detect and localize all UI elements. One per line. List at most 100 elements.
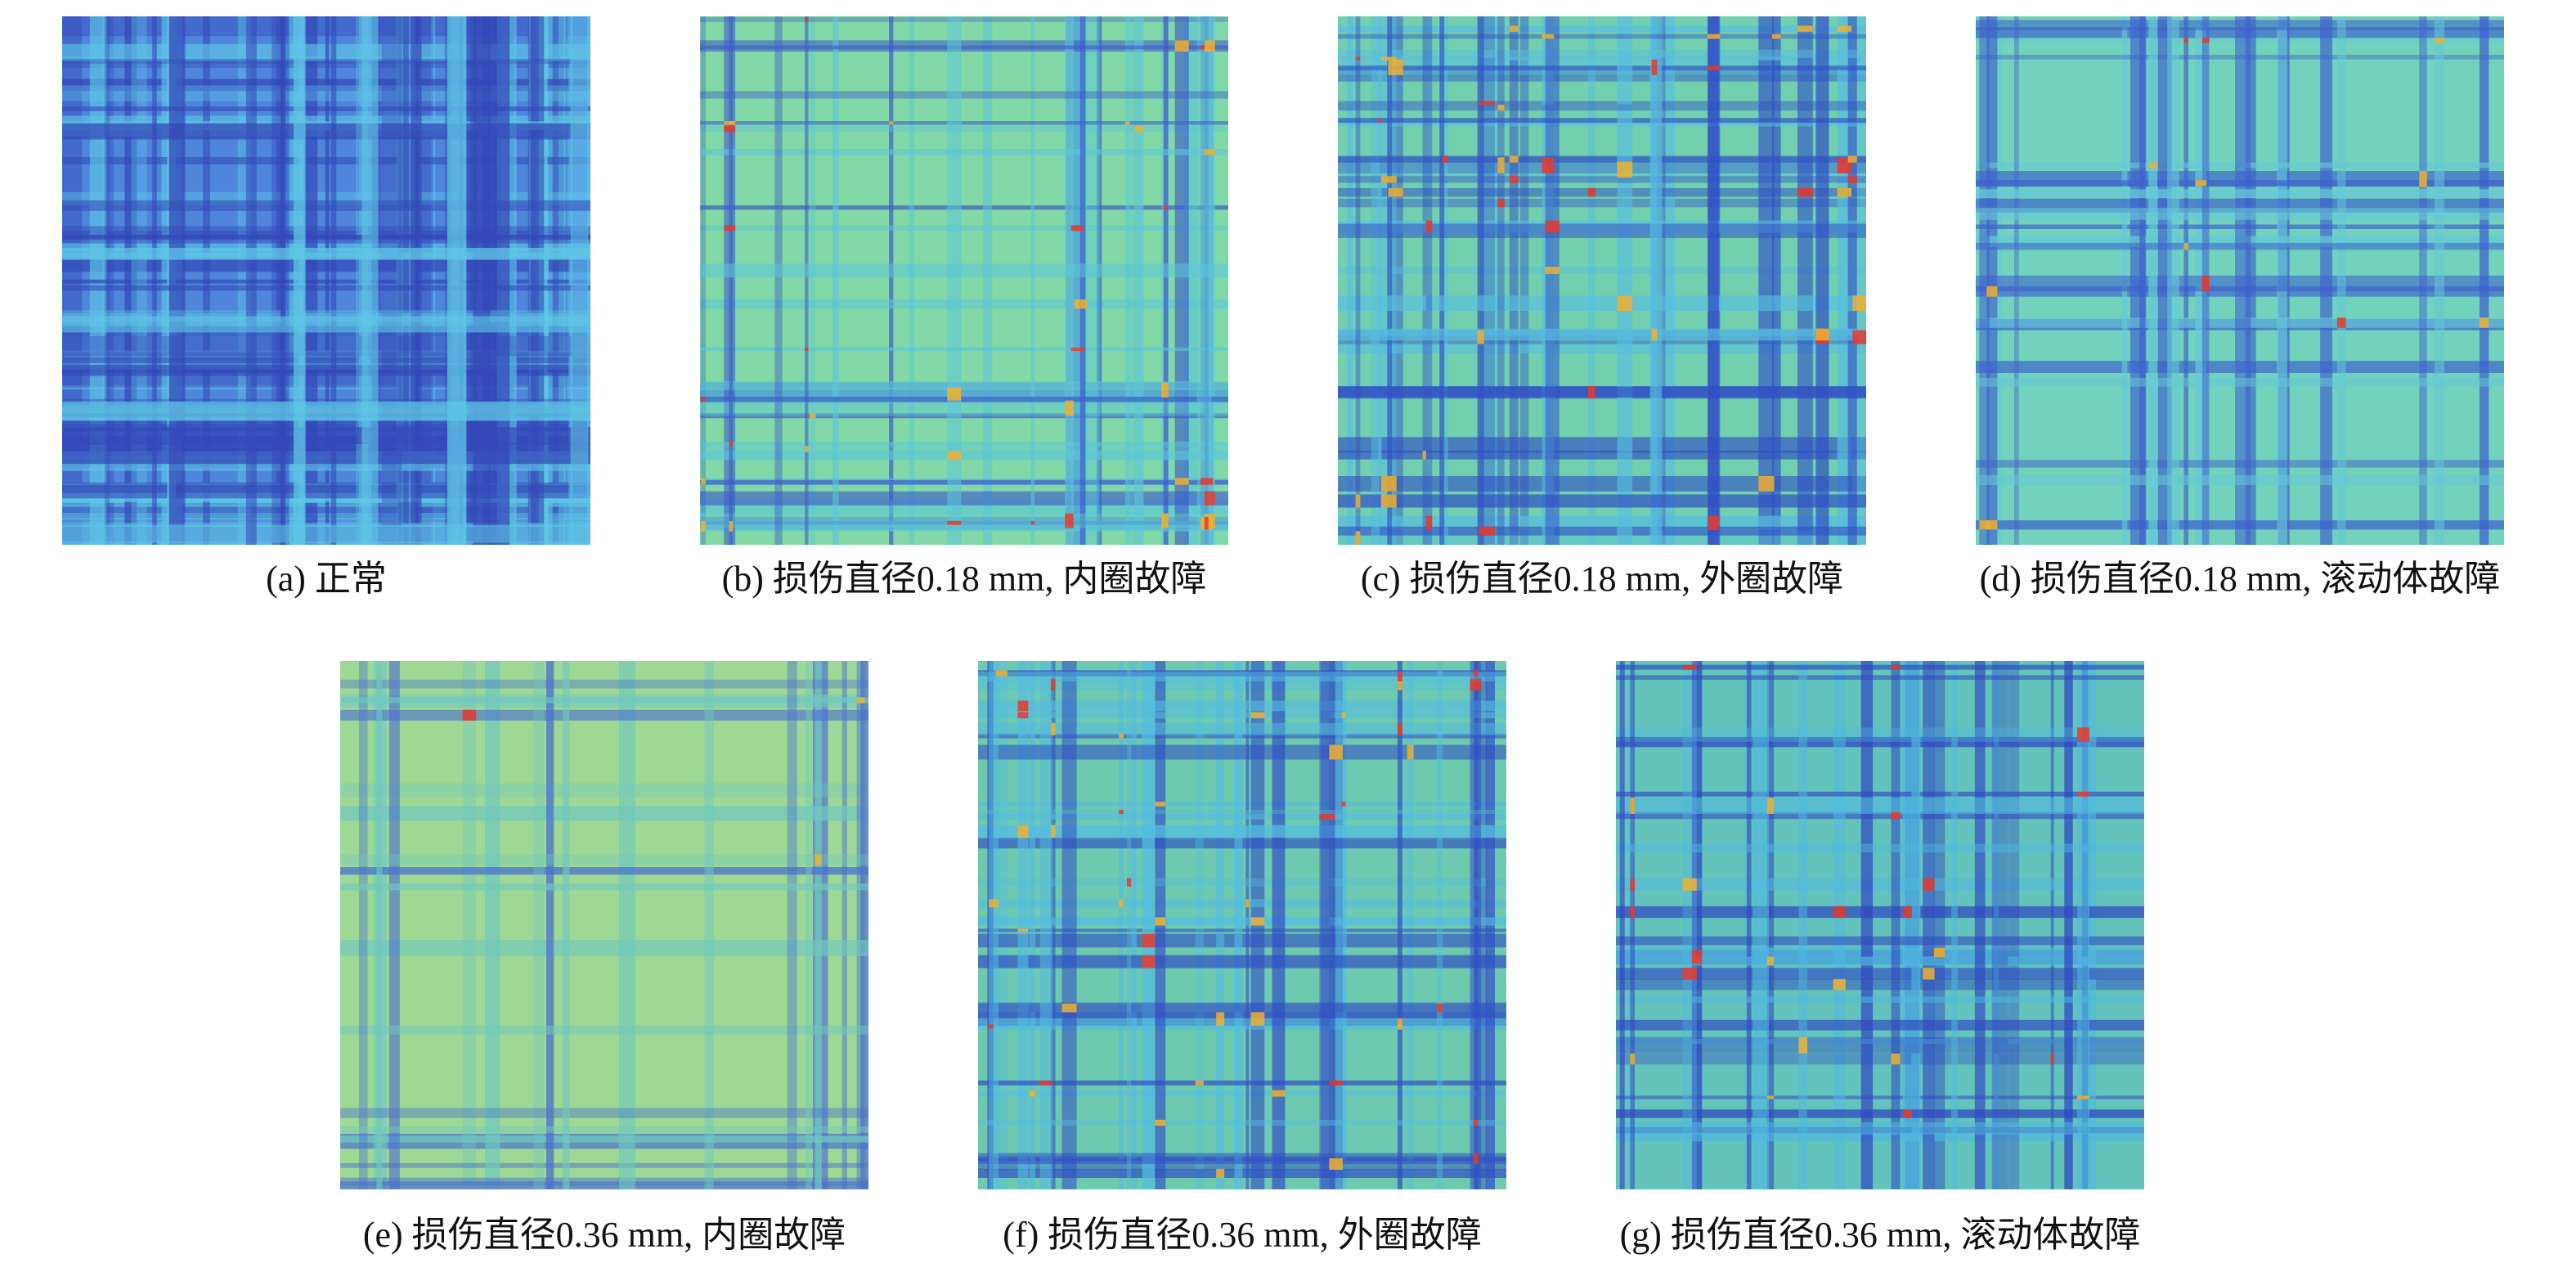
stripe: [1338, 176, 1866, 183]
stripe: [1616, 664, 2144, 670]
hot-spot: [989, 899, 999, 908]
hot-spot: [1473, 670, 1479, 676]
hot-spot: [1142, 933, 1156, 948]
hot-spot: [1119, 733, 1124, 739]
stripe: [1664, 16, 1676, 545]
hot-spot: [1397, 672, 1402, 681]
stripe: [340, 1135, 868, 1143]
stripe: [1951, 661, 1958, 1189]
stripe: [533, 661, 545, 1189]
hot-spot: [1155, 1119, 1166, 1126]
hot-spot: [1204, 40, 1215, 52]
stripe: [700, 125, 1228, 133]
heatmap-body: [340, 661, 868, 1189]
hot-spot: [1473, 1153, 1479, 1165]
hot-spot: [1163, 205, 1169, 210]
stripe: [1347, 16, 1353, 545]
stripe: [805, 16, 809, 545]
stripe: [1338, 526, 1866, 536]
hot-spot: [700, 520, 706, 532]
stripe: [1388, 16, 1403, 545]
hot-spot: [1245, 899, 1250, 908]
stripe: [2064, 661, 2073, 1189]
stripe: [700, 381, 1228, 390]
stripe: [2148, 16, 2158, 545]
stripe: [1196, 16, 1212, 545]
hot-spot: [724, 125, 736, 133]
stripe: [340, 883, 868, 891]
hot-spot: [1979, 520, 1990, 530]
hot-spot: [1617, 295, 1633, 312]
hot-spot: [1630, 906, 1635, 919]
stripe: [989, 661, 999, 1189]
hot-spot: [1923, 968, 1935, 980]
stripe: [381, 16, 402, 545]
stripe: [787, 661, 797, 1189]
heatmap-background: [1338, 16, 1866, 545]
stripe: [1134, 16, 1144, 545]
stripe: [1509, 16, 1519, 545]
hot-spot: [1250, 712, 1265, 719]
hot-spot: [1651, 328, 1658, 341]
stripe: [774, 16, 783, 545]
stripe: [1338, 161, 1866, 178]
hot-spot: [1691, 950, 1703, 964]
hot-spot: [1065, 400, 1074, 416]
hot-spot: [1923, 878, 1935, 891]
caption: (g) 损伤直径0.36 mm, 滚动体故障: [1620, 1215, 2141, 1255]
hot-spot: [1509, 176, 1519, 183]
hot-spot: [462, 709, 477, 721]
stripe: [1338, 49, 1866, 58]
stripe: [841, 661, 847, 1189]
stripe: [1397, 661, 1402, 1189]
hot-spot: [1174, 40, 1189, 52]
stripe: [700, 347, 1228, 352]
stripe: [361, 16, 379, 545]
stripe: [2167, 16, 2179, 545]
heatmap-body: [62, 16, 590, 545]
stripe: [1682, 661, 1697, 1189]
hot-spot: [2183, 242, 2188, 250]
stripe: [1616, 1039, 2144, 1045]
hot-spot: [1126, 878, 1132, 887]
stripe: [62, 316, 590, 333]
hot-spot: [1204, 149, 1215, 155]
stripe: [2050, 661, 2054, 1189]
hot-spot: [1422, 450, 1427, 460]
heatmap-body: [978, 661, 1506, 1189]
hot-spot: [1050, 825, 1056, 838]
stripe: [1142, 661, 1156, 1189]
stripe: [1798, 661, 1808, 1189]
stripe: [1616, 811, 2144, 820]
stripe: [1338, 223, 1866, 238]
stripe: [1483, 16, 1500, 545]
stripe: [1976, 242, 2504, 250]
stripe: [1974, 661, 1986, 1189]
stripe: [1129, 16, 1136, 545]
stripe: [1319, 661, 1335, 1189]
stripe: [983, 16, 993, 545]
stripe: [1338, 120, 1866, 127]
hot-spot: [1250, 917, 1265, 926]
stripe: [978, 744, 1506, 760]
hot-spot: [1124, 121, 1130, 125]
stripe: [62, 106, 590, 111]
stripe: [340, 783, 868, 798]
stripe: [1649, 16, 1663, 545]
stripe: [1976, 377, 2504, 387]
hot-spot: [1380, 476, 1397, 492]
stripe: [729, 16, 734, 545]
stripe: [978, 955, 1506, 969]
stripe: [1911, 661, 1921, 1189]
stripe: [1815, 16, 1829, 545]
stripe: [1338, 104, 1866, 111]
stripe: [462, 661, 477, 1189]
hot-spot: [1380, 494, 1397, 508]
stripe: [280, 16, 286, 545]
hot-spot: [1397, 678, 1402, 690]
stripe: [1204, 16, 1215, 545]
hot-spot: [1388, 59, 1403, 75]
hot-spot: [889, 121, 894, 125]
hot-spot: [2183, 38, 2188, 43]
hot-spot: [987, 1024, 994, 1029]
